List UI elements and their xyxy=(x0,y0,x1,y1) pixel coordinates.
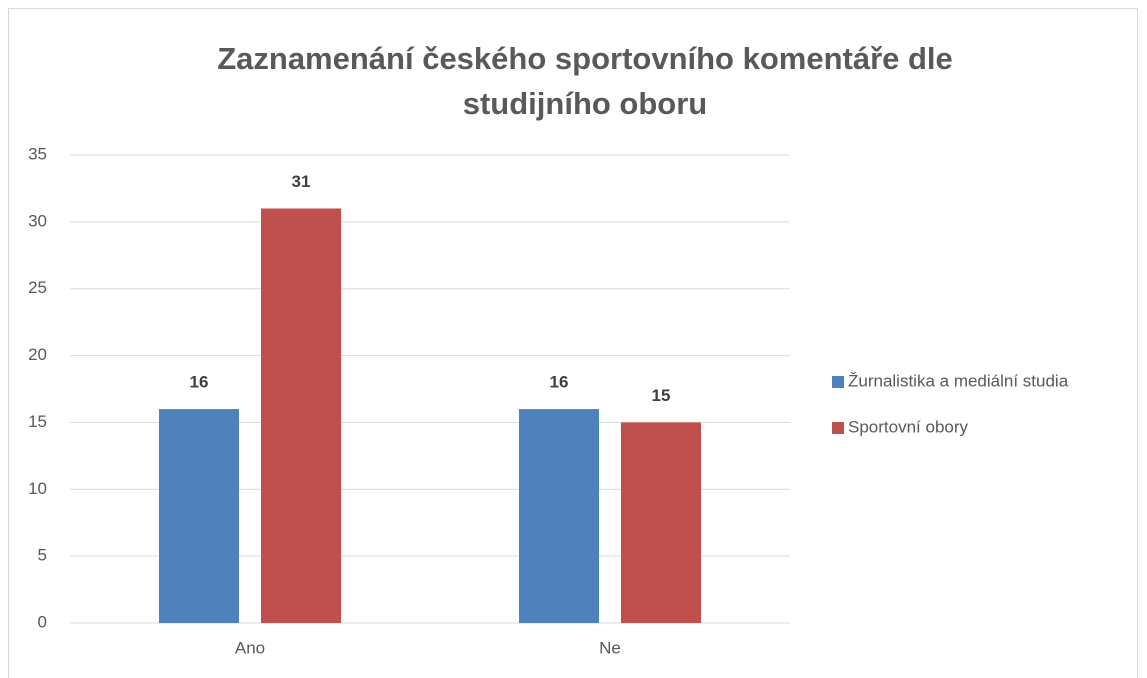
y-tick-label: 0 xyxy=(38,612,47,631)
y-tick-label: 5 xyxy=(38,546,47,565)
y-tick-label: 25 xyxy=(28,278,47,297)
bar xyxy=(159,409,239,623)
data-label: 16 xyxy=(190,373,209,392)
y-tick-label: 35 xyxy=(28,144,47,163)
bar xyxy=(261,208,341,623)
bar xyxy=(621,422,701,623)
y-tick-label: 30 xyxy=(28,211,47,230)
chart-title: Zaznamenání českého sportovního komentář… xyxy=(217,41,953,121)
data-label: 31 xyxy=(292,172,311,191)
x-tick-label: Ano xyxy=(235,638,265,657)
data-label: 16 xyxy=(550,373,569,392)
data-label: 15 xyxy=(652,386,671,405)
legend-swatch xyxy=(832,422,844,434)
chart-border xyxy=(8,8,1138,678)
y-tick-label: 10 xyxy=(28,479,47,498)
y-tick-label: 20 xyxy=(28,345,47,364)
x-tick-label: Ne xyxy=(599,638,621,657)
bar xyxy=(519,409,599,623)
legend-label: Žurnalistika a mediální studia xyxy=(848,371,1069,390)
legend-label: Sportovní obory xyxy=(848,417,969,436)
y-tick-label: 15 xyxy=(28,412,47,431)
legend-swatch xyxy=(832,376,844,388)
